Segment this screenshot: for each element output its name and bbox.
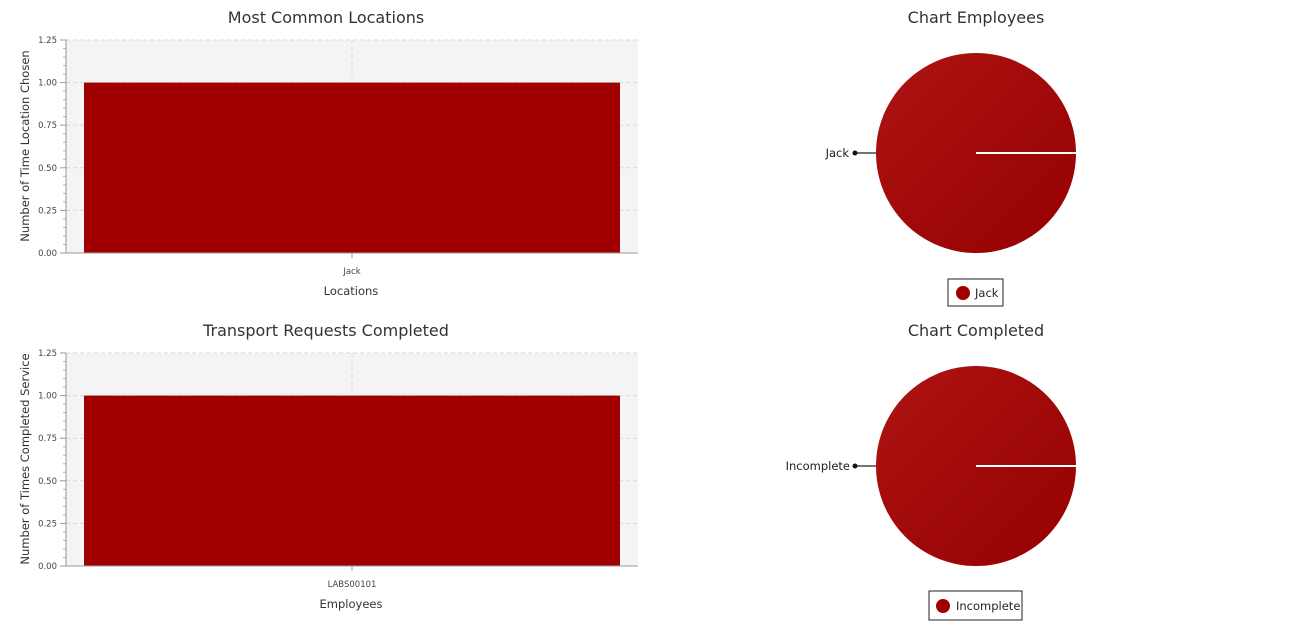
pie-chart-completed: Chart Completed Incomplete Incomplete	[786, 321, 1076, 621]
bar	[84, 82, 620, 253]
legend: Incomplete	[928, 590, 1023, 621]
y-tick-label: 1.25	[38, 349, 57, 359]
y-axis: 0.00 0.25 0.50 0.75 1.00 1.25	[38, 349, 67, 572]
chart-title: Transport Requests Completed	[202, 321, 449, 340]
chart-title: Chart Completed	[908, 321, 1044, 340]
y-tick-label: 0.25	[38, 519, 57, 529]
bar-chart-transport: Transport Requests Completed 0.00 0.25 0.5…	[18, 321, 638, 611]
x-tick-label: Jack	[342, 267, 360, 277]
bars	[84, 395, 620, 566]
legend-label: Jack	[974, 286, 999, 300]
bars	[84, 82, 620, 253]
chart-title: Most Common Locations	[228, 8, 424, 27]
label-leader-dot	[852, 463, 858, 469]
x-axis-label: Locations	[324, 284, 379, 298]
bar	[84, 395, 620, 566]
y-tick-label: 0.00	[38, 562, 57, 572]
y-tick-label: 1.00	[38, 392, 57, 402]
y-tick-label: 0.50	[38, 477, 57, 487]
y-tick-label: 0.50	[38, 164, 57, 174]
bar-chart-locations: Most Common Locations 0.00 0.25 0.50 0.75 1.…	[18, 8, 638, 298]
y-tick-label: 0.75	[38, 121, 57, 131]
y-axis-label: Number of Times Completed Service	[18, 353, 32, 564]
y-axis: 0.00 0.25 0.50 0.75 1.00 1.25	[38, 36, 67, 259]
x-axis: Jack	[66, 252, 638, 277]
y-tick-label: 0.00	[38, 249, 57, 259]
slice-label: Incomplete	[786, 459, 850, 473]
slice-label: Jack	[825, 146, 850, 160]
y-tick-label: 1.00	[38, 79, 57, 89]
legend-swatch	[936, 599, 950, 613]
legend-box	[928, 590, 1023, 621]
y-tick-label: 0.25	[38, 206, 57, 216]
x-tick-label: LABS00101	[328, 580, 377, 590]
legend-swatch	[956, 286, 970, 300]
legend: Jack	[947, 278, 1004, 307]
y-axis-label: Number of Time Location Chosen	[18, 50, 32, 241]
y-tick-label: 0.75	[38, 434, 57, 444]
legend-label: Incomplete	[956, 599, 1020, 613]
y-tick-label: 1.25	[38, 36, 57, 46]
chart-title: Chart Employees	[908, 8, 1045, 27]
x-axis-label: Employees	[320, 597, 383, 611]
pie-chart-employees: Chart Employees Jack Jack	[825, 8, 1076, 307]
label-leader-dot	[852, 150, 858, 156]
x-axis: LABS00101	[66, 565, 638, 590]
